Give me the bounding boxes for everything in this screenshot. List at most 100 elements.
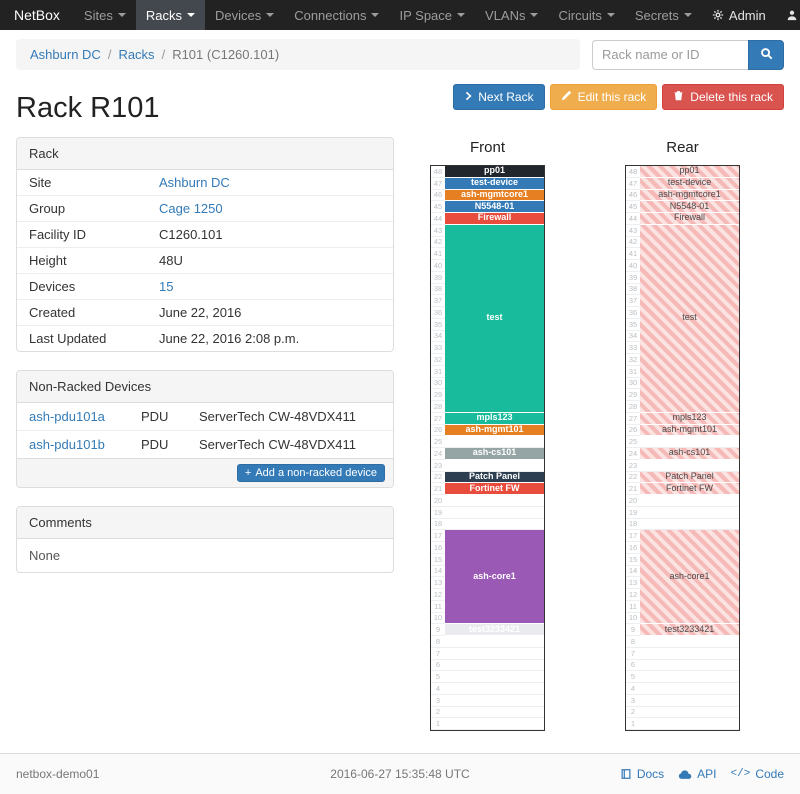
nav-item-circuits[interactable]: Circuits bbox=[548, 0, 624, 30]
front-elevation: Front 48 pp01 47 test-device 46 ash-mgmtcore1… bbox=[430, 137, 545, 731]
rack-unit-number: 1 bbox=[626, 718, 640, 730]
nav-item-connections[interactable]: Connections bbox=[284, 0, 389, 30]
rack-unit-numbers: 3 bbox=[431, 695, 445, 707]
rack-device-mpls123[interactable]: mpls123 bbox=[445, 412, 544, 425]
device-link[interactable]: ash-pdu101a bbox=[29, 409, 105, 424]
rack-row: 24 ash-cs101 bbox=[626, 448, 739, 460]
footer-link-code[interactable]: </> Code bbox=[731, 767, 785, 781]
rack-device-pp01[interactable]: pp01 bbox=[445, 166, 544, 178]
nav-item-ip-space[interactable]: IP Space bbox=[389, 0, 475, 30]
rack-unit-number: 32 bbox=[431, 354, 445, 366]
rack-device-ash-cs101[interactable]: ash-cs101 bbox=[640, 448, 739, 460]
device-link[interactable]: ash-pdu101b bbox=[29, 437, 105, 452]
footer-link-api[interactable]: API bbox=[678, 767, 717, 781]
rack-device-test3233421[interactable]: test3233421 bbox=[445, 624, 544, 636]
rack-device-firewall[interactable]: Firewall bbox=[445, 213, 544, 225]
nav-item-admin[interactable]: Admin bbox=[702, 0, 776, 30]
rack-unit-number: 44 bbox=[431, 213, 445, 225]
rack-unit-number: 4 bbox=[431, 683, 445, 695]
rack-device-patch-panel[interactable]: Patch Panel bbox=[640, 471, 739, 484]
brand-link[interactable]: NetBox bbox=[14, 7, 60, 23]
rack-row: 4 bbox=[431, 683, 544, 695]
rack-empty-unit bbox=[640, 683, 739, 695]
rack-unit-number: 45 bbox=[431, 201, 445, 213]
footer-link-docs[interactable]: Docs bbox=[620, 767, 664, 781]
rack-device-fortinet-fw[interactable]: Fortinet FW bbox=[640, 483, 739, 495]
table-row: Created June 22, 2016 bbox=[17, 299, 393, 326]
attr-value-link[interactable]: Ashburn DC bbox=[159, 175, 230, 190]
rack-device-test-device[interactable]: test-device bbox=[445, 177, 544, 190]
add-non-racked-device-button[interactable]: + Add a non-racked device bbox=[236, 464, 385, 482]
breadcrumb-item[interactable]: Ashburn DC bbox=[30, 47, 101, 62]
rack-device-firewall[interactable]: Firewall bbox=[640, 213, 739, 225]
next-rack-button[interactable]: Next Rack bbox=[453, 84, 545, 110]
rack-unit-number: 13 bbox=[431, 577, 445, 589]
rack-device-fortinet-fw[interactable]: Fortinet FW bbox=[445, 483, 544, 495]
rack-device-ash-mgmtcore1[interactable]: ash-mgmtcore1 bbox=[640, 189, 739, 202]
nav-item-profile[interactable]: Profile bbox=[776, 0, 800, 30]
rack-device-test[interactable]: test bbox=[640, 224, 739, 413]
rack-device-ash-mgmt101[interactable]: ash-mgmt101 bbox=[640, 424, 739, 437]
rack-row: 1 bbox=[626, 718, 739, 730]
rack-unit-number: 11 bbox=[626, 601, 640, 613]
rack-unit-number: 17 bbox=[626, 530, 640, 542]
rack-unit-number: 1 bbox=[431, 718, 445, 730]
rack-device-ash-core1[interactable]: ash-core1 bbox=[445, 530, 544, 625]
topbar: Ashburn DC / Racks / R101 (C1260.101) bbox=[0, 30, 800, 76]
rack-device-ash-mgmtcore1[interactable]: ash-mgmtcore1 bbox=[445, 189, 544, 202]
rack-unit-numbers: 3 bbox=[626, 695, 640, 707]
rack-device-patch-panel[interactable]: Patch Panel bbox=[445, 471, 544, 484]
rack-device-ash-mgmt101[interactable]: ash-mgmt101 bbox=[445, 424, 544, 437]
rack-unit-number: 21 bbox=[431, 483, 445, 495]
rack-device-ash-cs101[interactable]: ash-cs101 bbox=[445, 448, 544, 460]
search-input[interactable] bbox=[592, 39, 748, 70]
chevron-right-icon bbox=[464, 90, 472, 104]
nav-items: Sites Racks Devices Connections IP Space VLAN… bbox=[74, 0, 702, 30]
breadcrumb-separator: / bbox=[161, 47, 166, 62]
rack-device-n5548-01[interactable]: N5548-01 bbox=[445, 201, 544, 213]
rack-unit-number: 33 bbox=[431, 342, 445, 354]
rack-unit-number: 29 bbox=[431, 389, 445, 401]
rack-device-ash-core1[interactable]: ash-core1 bbox=[640, 530, 739, 625]
rack-unit-numbers: 21 bbox=[431, 483, 445, 495]
search-button[interactable] bbox=[748, 39, 784, 70]
edit-rack-button[interactable]: Edit this rack bbox=[549, 84, 658, 110]
rack-unit-numbers: 2 bbox=[626, 707, 640, 719]
delete-rack-button[interactable]: Delete this rack bbox=[662, 84, 784, 110]
breadcrumb-item[interactable]: Racks bbox=[118, 47, 155, 62]
rack-device-test[interactable]: test bbox=[445, 224, 544, 413]
attr-label: Group bbox=[17, 195, 147, 222]
chevron-down-icon bbox=[186, 13, 195, 17]
rack-row: 8 bbox=[626, 636, 739, 648]
attr-value-link[interactable]: 15 bbox=[159, 279, 174, 294]
rack-device-pp01[interactable]: pp01 bbox=[640, 166, 739, 178]
rack-row: 9 test3233421 bbox=[626, 624, 739, 636]
rack-unit-numbers: 45 bbox=[431, 201, 445, 213]
nav-item-sites[interactable]: Sites bbox=[74, 0, 136, 30]
comments-panel: Comments None bbox=[16, 506, 394, 573]
rack-device-test-device[interactable]: test-device bbox=[640, 177, 739, 190]
nav-item-racks[interactable]: Racks bbox=[135, 0, 205, 30]
rack-device-test3233421[interactable]: test3233421 bbox=[640, 624, 739, 636]
rear-rack: 48 pp01 47 test-device 46 ash-mgmtcore1 45 N554… bbox=[625, 165, 740, 731]
rack-empty-unit bbox=[445, 707, 544, 719]
nav-right: AdminProfileLog out bbox=[702, 0, 800, 30]
nav-item-devices[interactable]: Devices bbox=[205, 0, 284, 30]
rack-device-mpls123[interactable]: mpls123 bbox=[640, 412, 739, 425]
breadcrumb-item: R101 (C1260.101) bbox=[172, 47, 280, 62]
rack-device-n5548-01[interactable]: N5548-01 bbox=[640, 201, 739, 213]
nav-item-secrets[interactable]: Secrets bbox=[625, 0, 702, 30]
rack-empty-unit bbox=[445, 519, 544, 531]
rack-unit-number: 18 bbox=[431, 519, 445, 531]
rack-unit-number: 30 bbox=[431, 378, 445, 390]
rack-unit-number: 7 bbox=[626, 648, 640, 660]
rack-empty-unit bbox=[445, 718, 544, 730]
rack-unit-numbers: 19 bbox=[431, 507, 445, 519]
rack-unit-number: 25 bbox=[626, 436, 640, 448]
rack-row: 3 bbox=[626, 695, 739, 707]
nav-item-vlans[interactable]: VLANs bbox=[475, 0, 548, 30]
rack-row: 46 ash-mgmtcore1 bbox=[626, 189, 739, 202]
attr-value-link[interactable]: Cage 1250 bbox=[159, 201, 223, 216]
footer-hostname: netbox-demo01 bbox=[16, 767, 100, 781]
attr-label: Last Updated bbox=[17, 325, 147, 351]
